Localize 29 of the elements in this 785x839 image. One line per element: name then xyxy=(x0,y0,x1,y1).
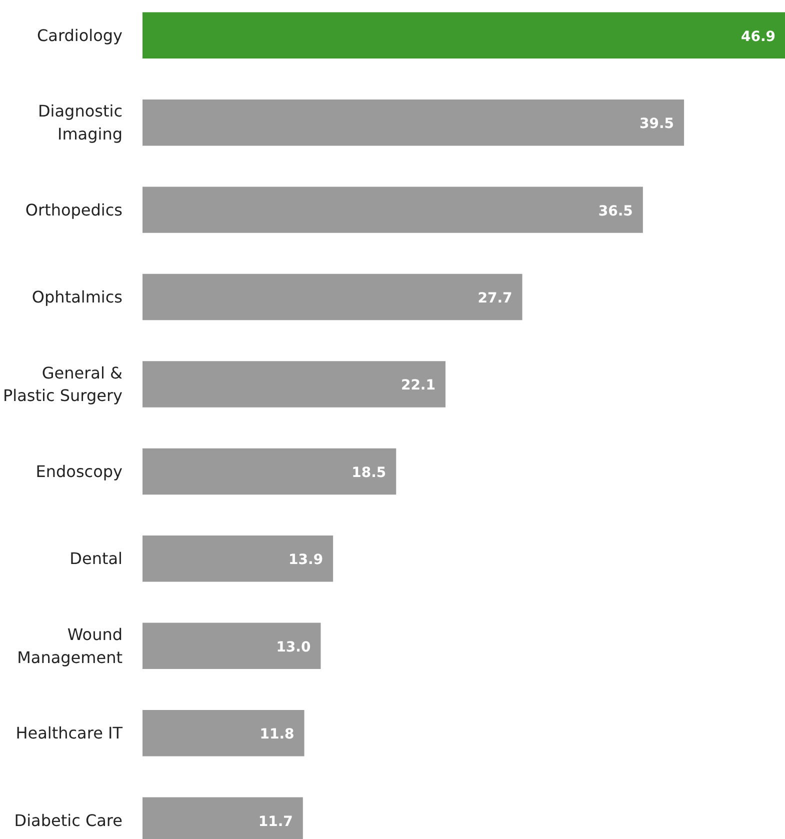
bar xyxy=(142,536,334,582)
bar xyxy=(142,622,321,669)
bar xyxy=(142,12,785,58)
bar xyxy=(142,186,643,233)
y-tick-label: Orthopedics xyxy=(25,200,122,220)
data-label: 18.5 xyxy=(352,464,386,481)
y-tick-label: Wound Management xyxy=(17,624,123,667)
data-label: 46.9 xyxy=(740,28,776,45)
data-label: 13.9 xyxy=(288,552,324,568)
y-tick-label: Dental xyxy=(70,549,122,568)
y-tick-label: Cardiology xyxy=(36,26,123,45)
y-tick-label: Ophtalmics xyxy=(32,288,122,307)
data-label: 36.5 xyxy=(598,203,633,220)
y-tick-label: Endoscopy xyxy=(36,462,123,481)
data-label: 13.0 xyxy=(276,639,311,656)
bar xyxy=(142,274,522,320)
y-tick-label: Diabetic Care xyxy=(14,810,122,830)
data-label: 11.7 xyxy=(258,814,293,830)
y-tick-label: Healthcare IT xyxy=(16,724,123,743)
data-label: 22.1 xyxy=(400,378,436,394)
data-label: 39.5 xyxy=(640,116,674,132)
y-tick-label: Diagnostic Imaging xyxy=(38,102,123,144)
bar xyxy=(142,448,396,495)
bar xyxy=(142,710,304,756)
bar xyxy=(142,99,684,146)
bar xyxy=(142,361,446,408)
data-label: 27.7 xyxy=(478,290,512,307)
data-label: 11.8 xyxy=(260,726,294,743)
y-tick-label: General & Plastic Surgery xyxy=(3,363,123,406)
